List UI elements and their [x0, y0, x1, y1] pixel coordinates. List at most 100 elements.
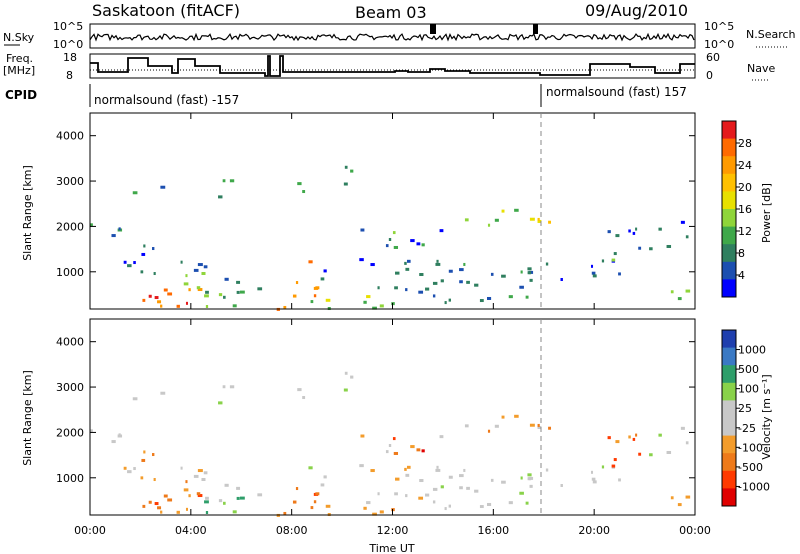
velocity-cell [205, 496, 209, 500]
velocity-cell [133, 467, 136, 471]
velocity-cell [677, 503, 682, 507]
y-tick-label: 3000 [56, 175, 84, 188]
colorbar-swatch [722, 435, 736, 454]
colorbar-tick-label: 28 [738, 137, 752, 150]
velocity-cell [315, 492, 320, 496]
velocity-cell [459, 486, 463, 490]
velocity-cell [160, 510, 163, 514]
power-cell [590, 264, 594, 268]
colorbar-tick-label: -500 [738, 461, 763, 474]
cpid-segment-1: normalsound (fast) -157 [94, 93, 239, 107]
power-cell [618, 272, 621, 276]
power-cell [197, 263, 203, 267]
velocity-cell [592, 480, 597, 484]
power-cell [320, 277, 325, 281]
velocity-cell [405, 494, 408, 498]
velocity-cell [490, 478, 494, 482]
velocity-cell [529, 423, 535, 427]
velocity-cell [372, 512, 377, 516]
power-cell [425, 287, 430, 291]
power-cell [153, 272, 156, 276]
power-cell [459, 280, 463, 284]
power-cell [201, 271, 206, 275]
colorbar-swatch [722, 382, 736, 401]
power-cell [111, 234, 116, 238]
power-cell [236, 280, 241, 284]
power-cell [670, 290, 674, 294]
colorbar-swatch [722, 173, 736, 192]
velocity-cell [197, 494, 203, 498]
velocity-cell [537, 425, 542, 429]
power-cell [308, 260, 313, 264]
velocity-cell [118, 433, 121, 437]
power-cell [232, 304, 237, 308]
power-cell [257, 287, 263, 291]
freq-tick-top: 18 [63, 51, 77, 64]
power-cell [325, 298, 331, 302]
power-cell [418, 290, 424, 294]
power-cell [649, 247, 653, 251]
freq-trace [90, 55, 695, 77]
velocity-cell [232, 510, 237, 514]
power-cell [628, 229, 631, 233]
beam-title: Beam 03 [355, 3, 427, 22]
power-cell [118, 227, 121, 231]
power-cell [236, 290, 240, 294]
velocity-cell [520, 476, 523, 480]
colorbar-tick-label: 100 [738, 383, 759, 396]
power-cell [638, 246, 642, 250]
power-cell [444, 301, 447, 305]
x-tick-label: 16:00 [477, 524, 509, 537]
colorbar-swatch [722, 138, 736, 157]
power-cell [393, 245, 399, 249]
colorbar-swatch [722, 209, 736, 228]
power-cell [680, 220, 685, 224]
velocity-cell [308, 466, 313, 470]
velocity-cell [185, 507, 189, 511]
power-cell [527, 267, 532, 271]
power-cell [658, 227, 662, 231]
power-cell [185, 274, 188, 278]
freq-label-1: Freq. [6, 52, 33, 65]
velocity-cell [685, 495, 691, 499]
nsky-tick-top: 10^5 [53, 20, 83, 33]
power-cell [601, 259, 605, 263]
nsky-tick-bottom: 10^0 [53, 38, 83, 51]
velocity-cell [615, 440, 620, 444]
power-cell [292, 294, 297, 298]
power-cell [222, 179, 226, 183]
colorbar-swatch [722, 347, 736, 366]
power-cell [525, 295, 529, 299]
velocity-data [90, 371, 691, 517]
cpid-segment-2: normalsound (fast) 157 [546, 85, 687, 99]
velocity-cell [618, 478, 621, 482]
power-cell [344, 165, 348, 169]
power-cell [474, 283, 479, 287]
colorbar-tick-label: 500 [738, 363, 759, 376]
velocity-cell [205, 511, 209, 515]
velocity-cell [444, 507, 447, 511]
velocity-cell [416, 448, 421, 452]
velocity-y-ticks: 4000 3000 2000 1000 [56, 336, 695, 485]
power-cell [685, 235, 689, 239]
velocity-cell [257, 493, 263, 497]
colorbar-tick-label: -1000 [738, 480, 770, 493]
colorbar-swatch [722, 470, 736, 489]
y-tick-label: 3000 [56, 381, 84, 394]
power-ylabel: Slant Range [km] [21, 165, 34, 261]
power-cell [560, 277, 563, 281]
power-cell [529, 278, 533, 282]
colorbar-swatch [722, 279, 736, 298]
velocity-cell [388, 443, 392, 447]
power-cell [537, 217, 540, 221]
power-cell [310, 300, 314, 304]
power-cell [297, 182, 302, 186]
power-cell [611, 258, 616, 262]
nsky-label: N.Sky [3, 31, 35, 44]
freq-tick-bottom: 8 [66, 69, 73, 82]
velocity-cell [239, 496, 245, 500]
power-cell [448, 269, 453, 273]
colorbar-tick-label: -25 [738, 422, 756, 435]
y-tick-label: 4000 [56, 130, 84, 143]
velocity-cell [479, 505, 484, 509]
